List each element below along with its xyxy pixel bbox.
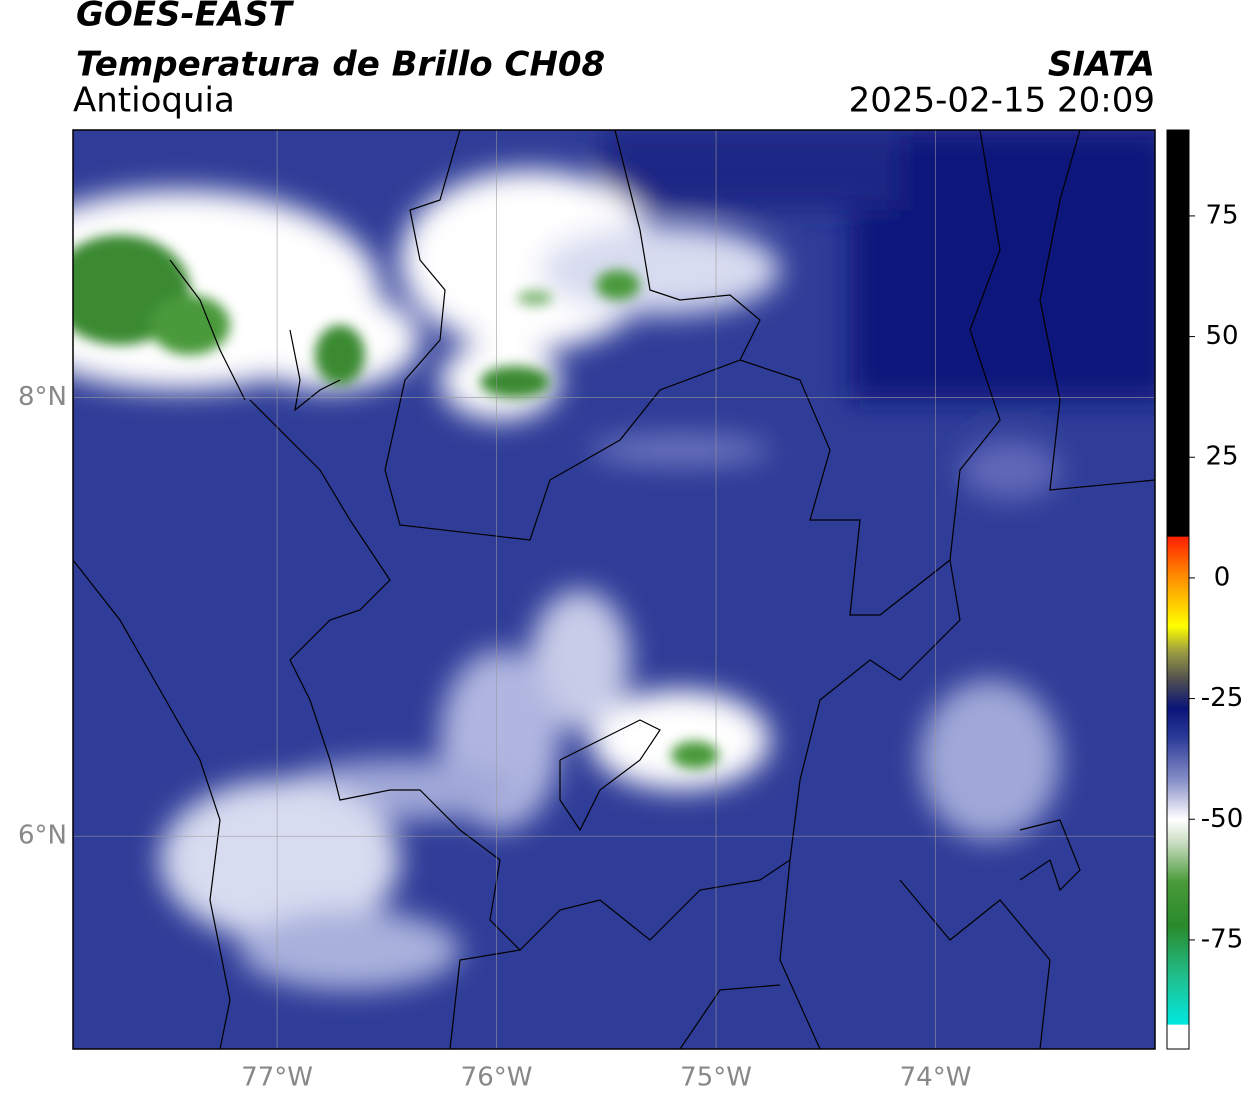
x-tick-label: 75°W [680, 1063, 752, 1093]
colorbar-tick-label: -25 [1201, 683, 1243, 713]
map-image [73, 130, 1155, 1049]
region: Antioquia [73, 81, 235, 121]
colorbar-tick-label: 0 [1214, 562, 1231, 592]
colorbar: 75 50 25 0 -25 -50 -75 [1166, 129, 1243, 1050]
colorbar-tick-label: 75 [1205, 200, 1238, 230]
map-frame [72, 129, 1156, 1050]
x-tick-label: 77°W [241, 1063, 313, 1093]
x-tick-label: 76°W [461, 1063, 533, 1093]
colorbar-scale [1166, 129, 1190, 1050]
colorbar-tick-label: -50 [1201, 804, 1243, 834]
y-tick-label: 8°N [18, 382, 67, 412]
grid [73, 130, 1155, 1049]
colorbar-tick-label: 25 [1205, 442, 1238, 472]
satellite-title: GOES-EAST [76, 0, 295, 35]
x-tick-label: 74°W [900, 1063, 972, 1093]
colorbar-tick-label: 50 [1205, 321, 1238, 351]
source: SIATA [1048, 45, 1155, 85]
datetime: 2025-02-15 20:09 [849, 81, 1155, 121]
colorbar-tick-label: -75 [1201, 924, 1243, 954]
y-tick-label: 6°N [18, 821, 67, 851]
product-title: Temperatura de Brillo CH08 [76, 45, 605, 85]
